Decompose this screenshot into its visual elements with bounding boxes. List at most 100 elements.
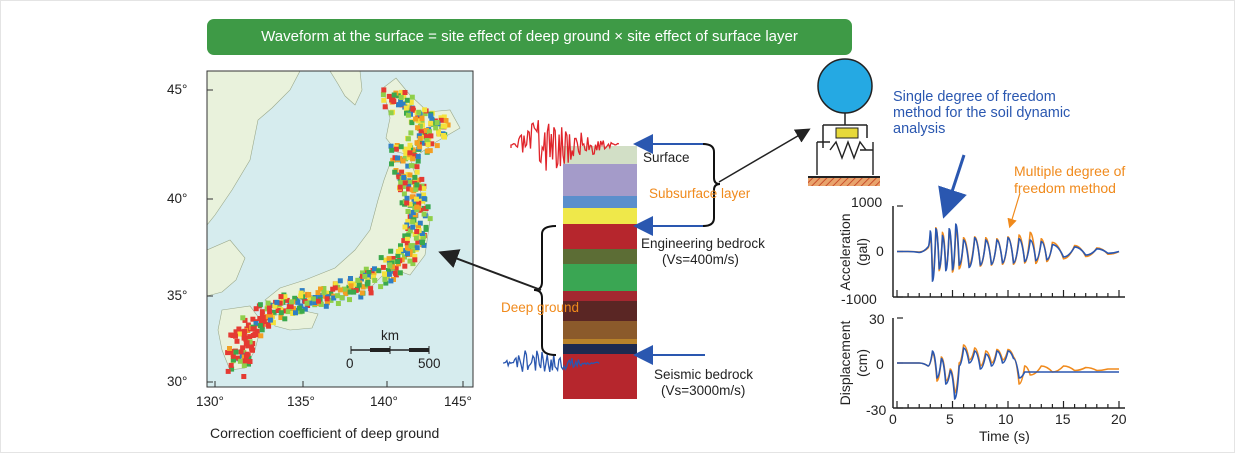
station-dot — [395, 155, 400, 161]
station-dot — [228, 348, 234, 354]
station-dot — [415, 154, 421, 159]
station-dot — [317, 293, 323, 299]
station-dot — [335, 293, 341, 299]
station-dot — [433, 125, 439, 131]
station-dot — [400, 101, 406, 107]
soil-layer — [563, 249, 637, 264]
station-dot — [402, 180, 408, 186]
station-dot — [237, 358, 243, 364]
station-dot — [276, 304, 282, 310]
mdof-label-line-2: freedom method — [1014, 180, 1116, 196]
soil-layer — [563, 224, 637, 249]
station-dot — [241, 350, 247, 356]
station-dot — [365, 279, 371, 285]
station-dot — [347, 289, 353, 295]
station-dot — [405, 226, 411, 231]
station-dot — [360, 284, 366, 290]
station-dot — [420, 236, 426, 242]
station-dot — [382, 104, 388, 110]
station-dot — [428, 120, 434, 126]
station-dot — [412, 232, 418, 237]
station-dot — [406, 186, 412, 192]
station-dot — [405, 251, 410, 257]
soil-layer — [563, 354, 637, 399]
station-dot — [306, 292, 312, 297]
station-dot — [395, 253, 401, 259]
station-dot — [259, 327, 265, 333]
station-dot — [398, 89, 404, 95]
station-dot — [247, 334, 253, 340]
station-dot — [282, 294, 288, 300]
sdof-label-line-1: Single degree of freedom — [893, 89, 1056, 105]
disp-ytick-neg30: -30 — [866, 402, 887, 418]
sdof-label-line-2: method for the soil dynamic — [893, 105, 1071, 121]
station-dot — [275, 308, 281, 313]
surface-to-model-arrow — [718, 128, 811, 183]
station-dot — [307, 300, 313, 306]
station-dot — [328, 297, 334, 303]
station-dot — [347, 297, 352, 303]
station-dot — [259, 309, 265, 315]
station-dot — [296, 305, 302, 311]
station-dot — [240, 315, 246, 321]
station-dot — [382, 276, 388, 282]
soil-layer — [563, 291, 637, 301]
surface-label: Surface — [643, 150, 690, 165]
station-dot — [440, 133, 446, 138]
station-dot — [413, 222, 419, 228]
station-dot — [324, 300, 330, 306]
subsurface-brace — [702, 143, 721, 227]
station-dot — [405, 163, 411, 169]
station-dot — [422, 131, 428, 137]
station-dot — [402, 254, 407, 260]
station-dot — [380, 92, 386, 97]
station-dot — [233, 329, 239, 335]
station-dot — [416, 225, 421, 231]
station-dot — [416, 200, 422, 206]
station-dot — [351, 289, 357, 295]
station-dot — [407, 142, 413, 148]
soil-layer — [563, 344, 637, 354]
station-dot — [410, 261, 416, 267]
map-caption: Correction coefficient of deep ground — [210, 425, 440, 441]
lon-label-145: 145° — [444, 394, 472, 409]
station-dot — [434, 143, 440, 149]
station-dot — [427, 129, 432, 135]
station-dot — [228, 362, 234, 368]
station-dot — [412, 212, 418, 218]
station-dot — [337, 278, 343, 284]
station-dot — [405, 136, 411, 142]
station-dot — [441, 114, 447, 120]
station-dot — [404, 236, 410, 242]
station-dot — [428, 133, 434, 139]
station-dot — [419, 231, 425, 236]
station-dot — [386, 268, 391, 273]
sdof-label-line-3: analysis — [893, 121, 946, 137]
station-dot — [417, 220, 423, 226]
station-dot — [410, 210, 416, 215]
station-dot — [434, 120, 440, 125]
station-dot — [407, 150, 413, 156]
station-dot — [271, 309, 277, 315]
station-dot — [414, 245, 420, 251]
subsurface-label: Subsurface layer — [649, 186, 751, 201]
mainland-asia — [207, 71, 301, 226]
station-dot — [438, 117, 444, 123]
station-dot — [250, 326, 256, 332]
station-dot — [398, 99, 404, 104]
station-dot — [407, 249, 413, 255]
station-dot — [418, 129, 424, 135]
station-dot — [436, 131, 442, 137]
station-dot — [408, 163, 414, 169]
station-dot — [397, 184, 403, 190]
station-dot — [242, 358, 248, 364]
station-dot — [401, 94, 407, 100]
station-dot — [414, 182, 420, 188]
mdof-label: Multiple degree of freedom method — [1014, 163, 1125, 197]
station-dot — [407, 104, 412, 110]
station-dot — [348, 276, 353, 281]
station-dot — [405, 218, 411, 224]
station-dot — [402, 263, 408, 269]
station-dot — [292, 295, 298, 301]
station-dot — [324, 290, 330, 296]
